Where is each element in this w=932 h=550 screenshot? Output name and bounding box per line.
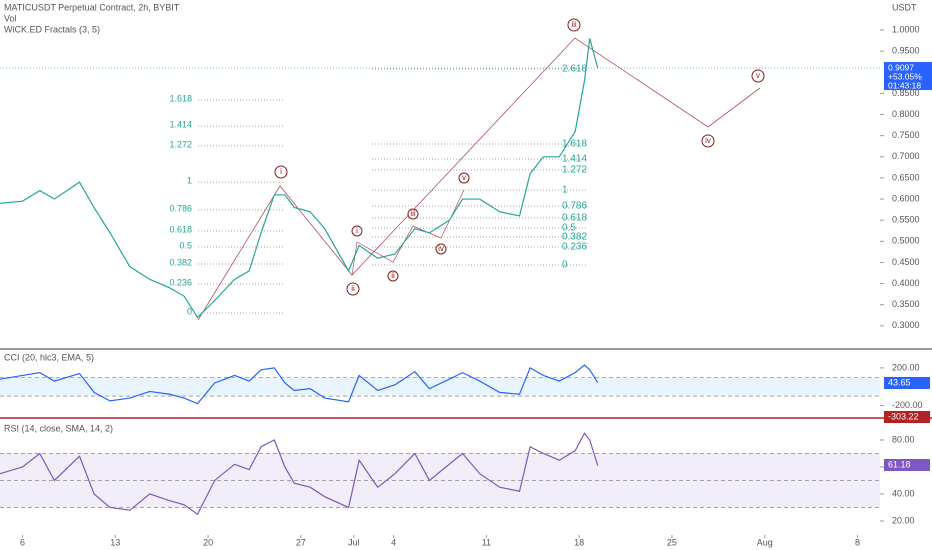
x-tick-label: 13 [110,537,120,547]
x-tick-label: 6 [20,537,25,547]
wave-marker [387,270,399,282]
wave-marker [435,243,447,255]
fib-label: 1 [562,185,568,196]
y-tick-label: 0.9500 [892,46,920,56]
fib-label: 1.414 [562,154,587,165]
y-tick-label: 0.4500 [892,257,920,267]
volume-label: Vol [4,13,17,23]
rsi-band [0,453,880,508]
fib-label: 1.618 [562,139,587,150]
x-tick-label: 4 [391,537,396,547]
y-tick-label: 0.6000 [892,193,920,203]
cci-title: CCI (20, hlc3, EMA, 5) [4,352,94,362]
wave-marker [567,18,581,32]
y-tick-label: 0.3500 [892,299,920,309]
y-tick-label: -200.00 [892,400,923,410]
fib-label: 2.618 [562,64,587,75]
series-line [0,38,599,319]
price-tag [884,62,932,91]
fib-label: 0.786 [169,203,192,213]
series-line [0,432,599,516]
y-tick-label: 0.8500 [892,88,920,98]
wave-marker [351,225,363,237]
price-tag-text: 01:43:18 [888,80,921,90]
x-tick-label: Aug [757,537,773,547]
fib-label: 0.618 [562,213,587,224]
wave-marker [346,282,360,296]
wave-marker [407,208,419,220]
y-tick-label: 0.4000 [892,278,920,288]
price-tag-text: +53.05% [888,71,922,81]
value-tag-text: 61.18 [888,459,911,469]
fib-label: 0 [562,260,568,271]
x-tick-label: Jul [348,537,360,547]
y-tick-label: 200.00 [892,362,920,372]
wave-label: ii [391,271,395,280]
indicator-label: WiCK.ED Fractals (3, 5) [4,24,100,34]
y-tick-label: 0.7000 [892,151,920,161]
chart-title: MATICUSDT Perpetual Contract, 2h, BYBIT [4,2,180,12]
fib-label: 0.236 [169,277,192,287]
wave-marker [274,165,288,179]
value-tag [884,377,930,389]
x-tick-label: 20 [203,537,213,547]
wave-label: iii [410,209,416,218]
wave-line [197,37,761,321]
y-tick-label: 1.0000 [892,24,920,34]
value-tag [884,459,930,471]
fib-label: 1 [187,175,192,185]
wave-marker [458,172,470,184]
fib-label: 1.414 [169,119,192,129]
y-tick-label: 0.5000 [892,236,920,246]
y-tick-label: 0.6500 [892,172,920,182]
rsi-title: RSI (14, close, SMA, 14, 2) [4,423,113,433]
unit-label: USDT [892,2,917,12]
y-tick-label: 40.00 [892,488,915,498]
x-tick-label: 25 [667,537,677,547]
wave-label: iii [571,20,577,29]
wave-marker [751,69,765,83]
value-tag [884,411,930,423]
fib-label: 0.382 [562,232,587,243]
y-tick-label: 20.00 [892,515,915,525]
wave-label: i [280,167,282,176]
wave-label: v [756,71,760,80]
fib-label: 0.786 [562,201,587,212]
wave-marker [701,134,715,148]
x-tick-label: 18 [574,537,584,547]
wave-label: iv [438,244,444,253]
y-tick-label: 0.8000 [892,109,920,119]
x-tick-label: 11 [482,537,491,547]
x-tick-label: 8 [855,537,860,547]
x-tick-label: 27 [296,537,306,547]
value-tag-text: -303.22 [888,411,919,421]
y-tick-label: 80.00 [892,434,915,444]
wave-label: v [462,173,466,182]
fib-label: 0.5 [179,240,192,250]
fib-label: 0 [187,306,192,316]
price-tag-text: 0.9097 [888,62,914,72]
fib-label: 1.272 [169,139,192,149]
wave-label: iv [705,136,711,145]
wave-label: i [356,226,358,235]
fib-label: 0.5 [562,223,576,234]
y-tick-label: 0.3000 [892,320,920,330]
value-tag-text: 43.65 [888,377,911,387]
fib-label: 0.382 [169,257,192,267]
fib-label: 1.618 [169,93,192,103]
series-line [0,364,599,405]
fib-label: 1.272 [562,165,587,176]
wave-label: ii [351,284,355,293]
y-tick-label: 0.5500 [892,215,920,225]
cci-band [0,377,880,397]
fib-label: 0.618 [169,224,192,234]
y-tick-label: 0.7500 [892,130,920,140]
fib-label: 0.236 [562,242,587,253]
